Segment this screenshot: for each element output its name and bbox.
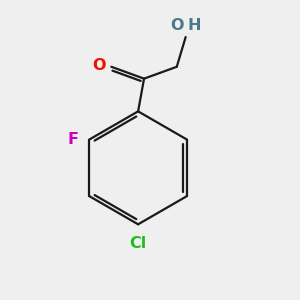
Text: Cl: Cl (130, 236, 147, 251)
Text: F: F (68, 132, 79, 147)
Text: O: O (171, 18, 184, 33)
Text: H: H (187, 18, 201, 33)
Text: O: O (92, 58, 106, 73)
